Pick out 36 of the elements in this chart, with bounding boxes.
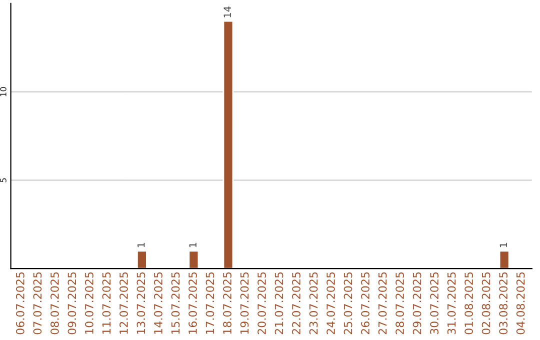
x-tick-label: 21.07.2025 bbox=[274, 272, 284, 334]
x-tick-label: 03.08.2025 bbox=[499, 272, 508, 334]
data-label: 14 bbox=[224, 6, 231, 18]
x-tick-label: 09.07.2025 bbox=[68, 272, 76, 334]
x-tick-label: 27.07.2025 bbox=[378, 272, 387, 334]
x-tick-label: 25.07.2025 bbox=[344, 272, 352, 334]
x-tick-label: 16.07.2025 bbox=[188, 272, 197, 334]
x-tick-label: 26.07.2025 bbox=[361, 272, 370, 334]
x-tick-label: 12.07.2025 bbox=[120, 272, 128, 334]
x-tick-label: 24.07.2025 bbox=[326, 272, 335, 334]
x-tick-label: 02.08.2025 bbox=[482, 272, 490, 334]
x-tick-label: 11.07.2025 bbox=[102, 272, 111, 334]
x-tick-label: 10.07.2025 bbox=[84, 272, 94, 334]
x-tick-label: 18.07.2025 bbox=[223, 272, 232, 334]
x-tick-label: 01.08.2025 bbox=[464, 272, 474, 334]
x-tick-label: 19.07.2025 bbox=[240, 272, 249, 334]
data-label: 1 bbox=[189, 242, 196, 248]
x-tick-label: 30.07.2025 bbox=[430, 272, 438, 334]
x-tick-label: 13.07.2025 bbox=[136, 272, 146, 334]
x-tick-label: 22.07.2025 bbox=[292, 272, 300, 334]
x-tick-label: 17.07.2025 bbox=[206, 272, 214, 334]
x-tick-label: 29.07.2025 bbox=[412, 272, 422, 334]
x-tick-label: 04.08.2025 bbox=[516, 272, 525, 334]
x-tick-label: 06.07.2025 bbox=[16, 272, 24, 334]
x-tick-label: 31.07.2025 bbox=[447, 272, 456, 334]
x-tick-label: 28.07.2025 bbox=[396, 272, 404, 334]
x-tick-label: 08.07.2025 bbox=[50, 272, 59, 334]
x-tick-label: 14.07.2025 bbox=[154, 272, 162, 334]
x-tick-label: 07.07.2025 bbox=[33, 272, 42, 334]
y-tick-label: 10 bbox=[0, 87, 6, 96]
data-label: 1 bbox=[138, 242, 145, 248]
x-tick-label: 23.07.2025 bbox=[309, 272, 318, 334]
x-tick-label: 20.07.2025 bbox=[258, 272, 266, 334]
y-tick-label: 5 bbox=[0, 178, 6, 182]
x-tick-label: 15.07.2025 bbox=[171, 272, 180, 334]
data-label: 1 bbox=[500, 242, 507, 248]
